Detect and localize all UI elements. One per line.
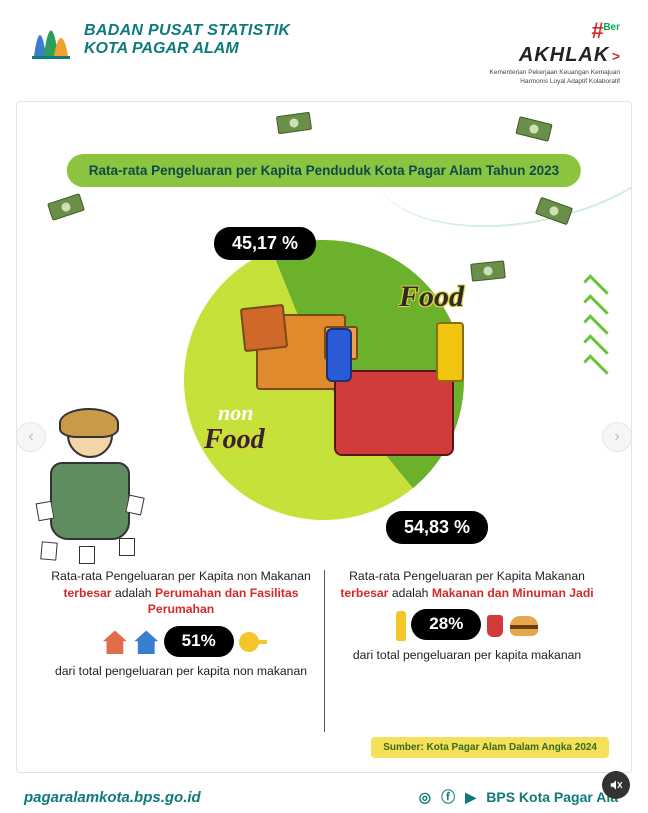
info-right-text1: Rata-rata Pengeluaran per Kapita Makanan [349, 569, 585, 583]
pie-label-food: 54,83 % [386, 511, 488, 544]
akhlak-tag2: Harmonis Loyal Adaptif Kolaboratif [490, 78, 620, 85]
pie-label-nonfood: 45,17 % [214, 227, 316, 260]
info-right-text3: dari total pengeluaran per kapita makana… [337, 647, 597, 663]
footer-social-label: BPS Kota Pagar Ala [486, 789, 618, 805]
source-citation: Sumber: Kota Pagar Alam Dalam Angka 2024 [371, 737, 609, 758]
drink-icon [487, 615, 503, 637]
org-title-line2: KOTA PAGAR ALAM [84, 40, 290, 58]
non-word: non [218, 400, 253, 426]
header: BADAN PUSAT STATISTIK KOTA PAGAR ALAM #B… [0, 0, 648, 95]
mute-button[interactable] [602, 771, 630, 799]
burger-icon [510, 616, 538, 636]
info-right-mid: adalah [392, 586, 432, 600]
pct-nonfood: 51% [164, 626, 234, 657]
food-word-2: Food [204, 424, 265, 456]
bps-logo-icon [28, 18, 74, 62]
housing-icons-row: 51% [51, 626, 311, 657]
info-left-em1: terbesar [63, 586, 111, 600]
carousel-next-button[interactable]: › [602, 422, 632, 452]
hash-icon: # [591, 18, 603, 43]
pct-food: 28% [411, 609, 481, 640]
vertical-divider [324, 570, 325, 732]
money-icon [47, 193, 85, 221]
info-right-em2: Makanan dan Minuman Jadi [432, 586, 594, 600]
house-icon [103, 630, 127, 654]
bottle-icon [396, 611, 406, 641]
info-food: Rata-rata Pengeluaran per Kapita Makanan… [337, 568, 597, 663]
chevron-up-icon [583, 355, 608, 380]
instagram-icon[interactable]: ◎ [419, 789, 431, 805]
info-nonfood: Rata-rata Pengeluaran per Kapita non Mak… [51, 568, 311, 679]
title-pill: Rata-rata Pengeluaran per Kapita Pendudu… [67, 154, 581, 187]
footer: pagaralamkota.bps.go.id ◎ ⓕ ▶ BPS Kota P… [0, 773, 648, 807]
akhlak-badge: #Ber AKHLAK > Kementerian Pekerjaan Keua… [490, 18, 620, 85]
org-block: BADAN PUSAT STATISTIK KOTA PAGAR ALAM [28, 18, 290, 62]
stressed-person-icon [35, 412, 145, 562]
akhlak-ber: Ber [603, 22, 620, 33]
food-word: Food [399, 280, 464, 314]
info-left-em2: Perumahan dan Fasilitas Perumahan [148, 586, 299, 616]
org-title-line1: BADAN PUSAT STATISTIK [84, 22, 290, 40]
food-icons-row: 28% [337, 609, 597, 641]
mute-icon [609, 778, 623, 792]
info-right-em1: terbesar [340, 586, 388, 600]
akhlak-tag1: Kementerian Pekerjaan Keuangan Kemajuan [490, 69, 620, 76]
info-left-text3: dari total pengeluaran per kapita non ma… [51, 663, 311, 679]
money-icon [276, 112, 312, 135]
chevron-right-icon: > [612, 48, 620, 64]
keys-icon [239, 632, 259, 652]
pie-chart: 45,17 % 54,83 % Food non Food [164, 220, 484, 540]
footer-social: ◎ ⓕ ▶ BPS Kota Pagar Ala [419, 787, 624, 807]
info-left-mid: adalah [115, 586, 155, 600]
infographic-canvas: Rata-rata Pengeluaran per Kapita Pendudu… [16, 101, 632, 773]
youtube-icon[interactable]: ▶ [465, 789, 476, 805]
facebook-icon[interactable]: ⓕ [441, 789, 455, 805]
basket-illustration-icon [334, 370, 454, 456]
akhlak-word: AKHLAK [519, 44, 609, 66]
house-icon [134, 630, 158, 654]
info-left-text1: Rata-rata Pengeluaran per Kapita non Mak… [51, 569, 311, 583]
footer-url[interactable]: pagaralamkota.bps.go.id [24, 789, 201, 806]
